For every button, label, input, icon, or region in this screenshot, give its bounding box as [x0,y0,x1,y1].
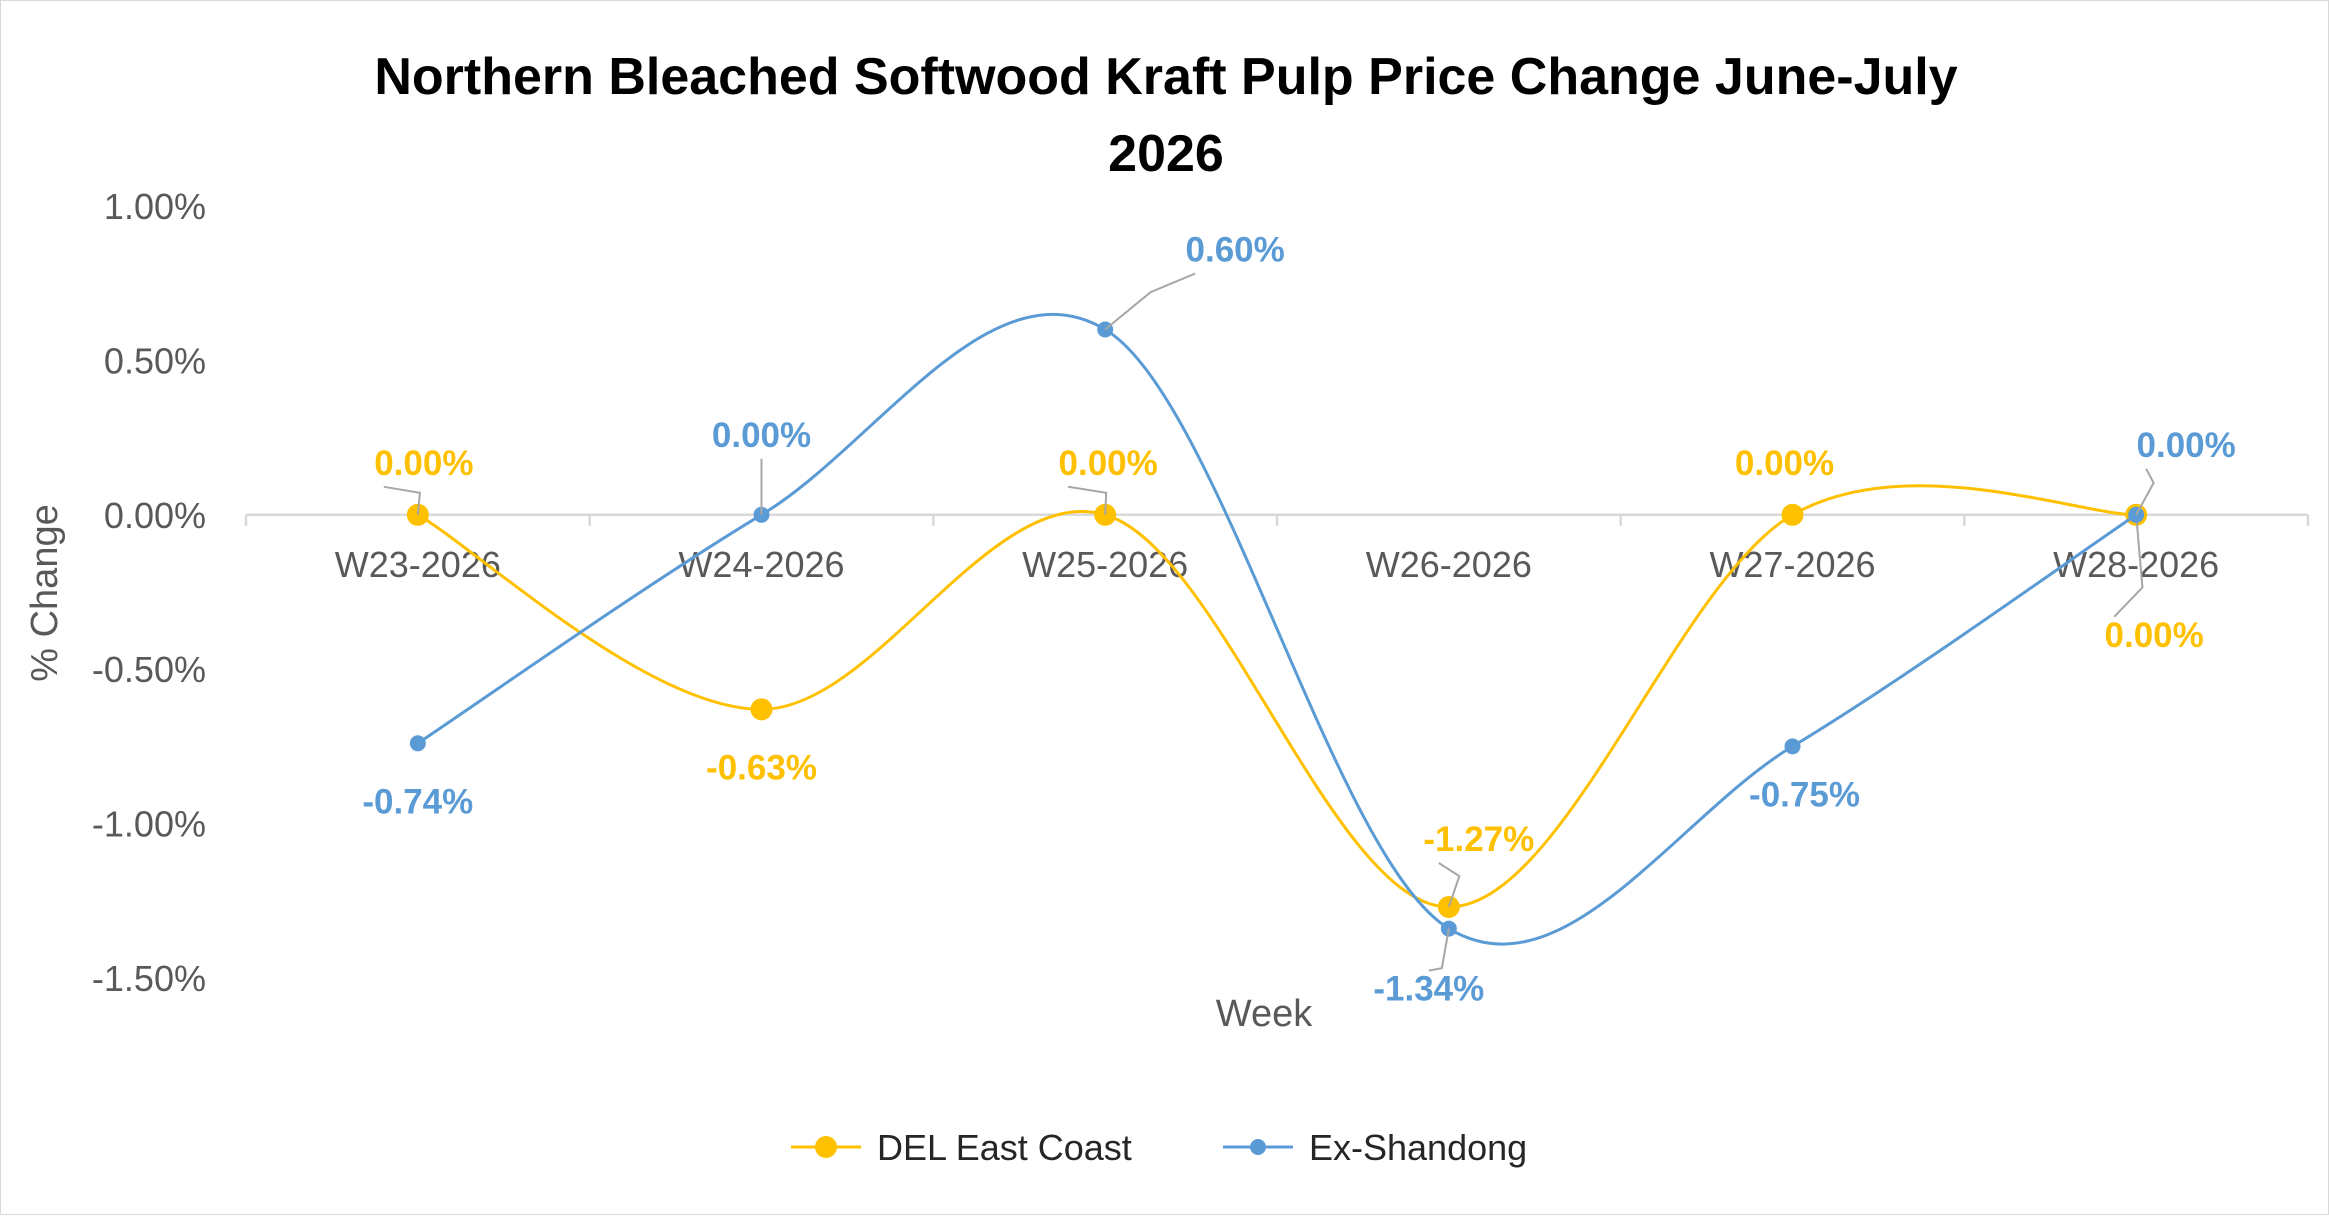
legend-item: DEL East Coast [791,1127,1132,1168]
x-tick-label: W27-2026 [1709,544,1875,585]
data-label: 0.00% [1059,444,1158,483]
data-point [409,735,426,752]
data-label: -0.74% [362,782,473,821]
chart-title-line-1: Northern Bleached Softwood Kraft Pulp Pr… [374,48,1957,106]
leader-line [1068,485,1108,515]
x-axis-title: Week [1216,993,1313,1035]
y-tick-label: -1.50% [92,958,206,999]
leader-line [1438,862,1461,908]
series-ex-shandong: -0.74% 0.00% 0.60% -1.34% -0.75% 0.00% [362,231,2235,1009]
y-axis-ticks: 1.00% 0.50% 0.00% -0.50% -1.00% -1.50% [92,186,206,999]
y-tick-label: 1.00% [104,186,206,227]
x-axis: W23-2026 W24-2026 W25-2026 W26-2026 W27-2026… [244,513,2310,585]
y-tick-label: -1.00% [92,804,206,845]
y-tick-label: -0.50% [92,649,206,690]
data-label: 0.00% [712,416,811,455]
chart-title-line-2: 2026 [1108,125,1224,183]
leader-line [1428,928,1450,972]
leader-line [2135,468,2155,516]
data-label: -1.27% [1423,820,1534,859]
series-del-east-coast: 0.00% -0.63% 0.00% -1.27% 0.00% 0.00% [374,444,2204,918]
leader-line [2113,514,2144,618]
data-label: 0.00% [1735,444,1834,483]
data-point [750,698,773,721]
data-label: 0.00% [2137,426,2236,465]
y-tick-label: 0.00% [104,495,206,536]
y-axis-title: % Change [24,504,66,681]
legend-label: DEL East Coast [877,1127,1132,1168]
data-label: -0.75% [1749,775,1860,814]
data-label: -1.34% [1373,970,1484,1009]
legend-item: Ex-Shandong [1223,1127,1527,1168]
series-line [417,313,2138,946]
y-tick-label: 0.50% [104,340,206,381]
data-point [1784,738,1801,755]
data-label: 0.60% [1186,231,1285,270]
series-layer: 0.00%-0.63%0.00%-1.27%0.00%0.00%-0.74%0.… [362,231,2235,1009]
leader-line [1104,272,1196,331]
x-tick-label: W25-2026 [1022,544,1188,585]
legend-swatch-marker [815,1136,837,1158]
x-tick-label: W26-2026 [1366,544,1532,585]
data-label: -0.63% [706,748,817,787]
x-tick-label: W28-2026 [2053,544,2219,585]
series-line [417,484,2137,909]
legend-swatch-marker [1250,1139,1266,1155]
x-tick-label: W23-2026 [335,544,501,585]
legend-label: Ex-Shandong [1309,1127,1527,1168]
data-point [1781,503,1804,526]
data-label: 0.00% [2105,616,2204,655]
legend: DEL East Coast Ex-Shandong [791,1127,1527,1168]
data-label: 0.00% [374,444,473,483]
leader-line [383,485,422,515]
